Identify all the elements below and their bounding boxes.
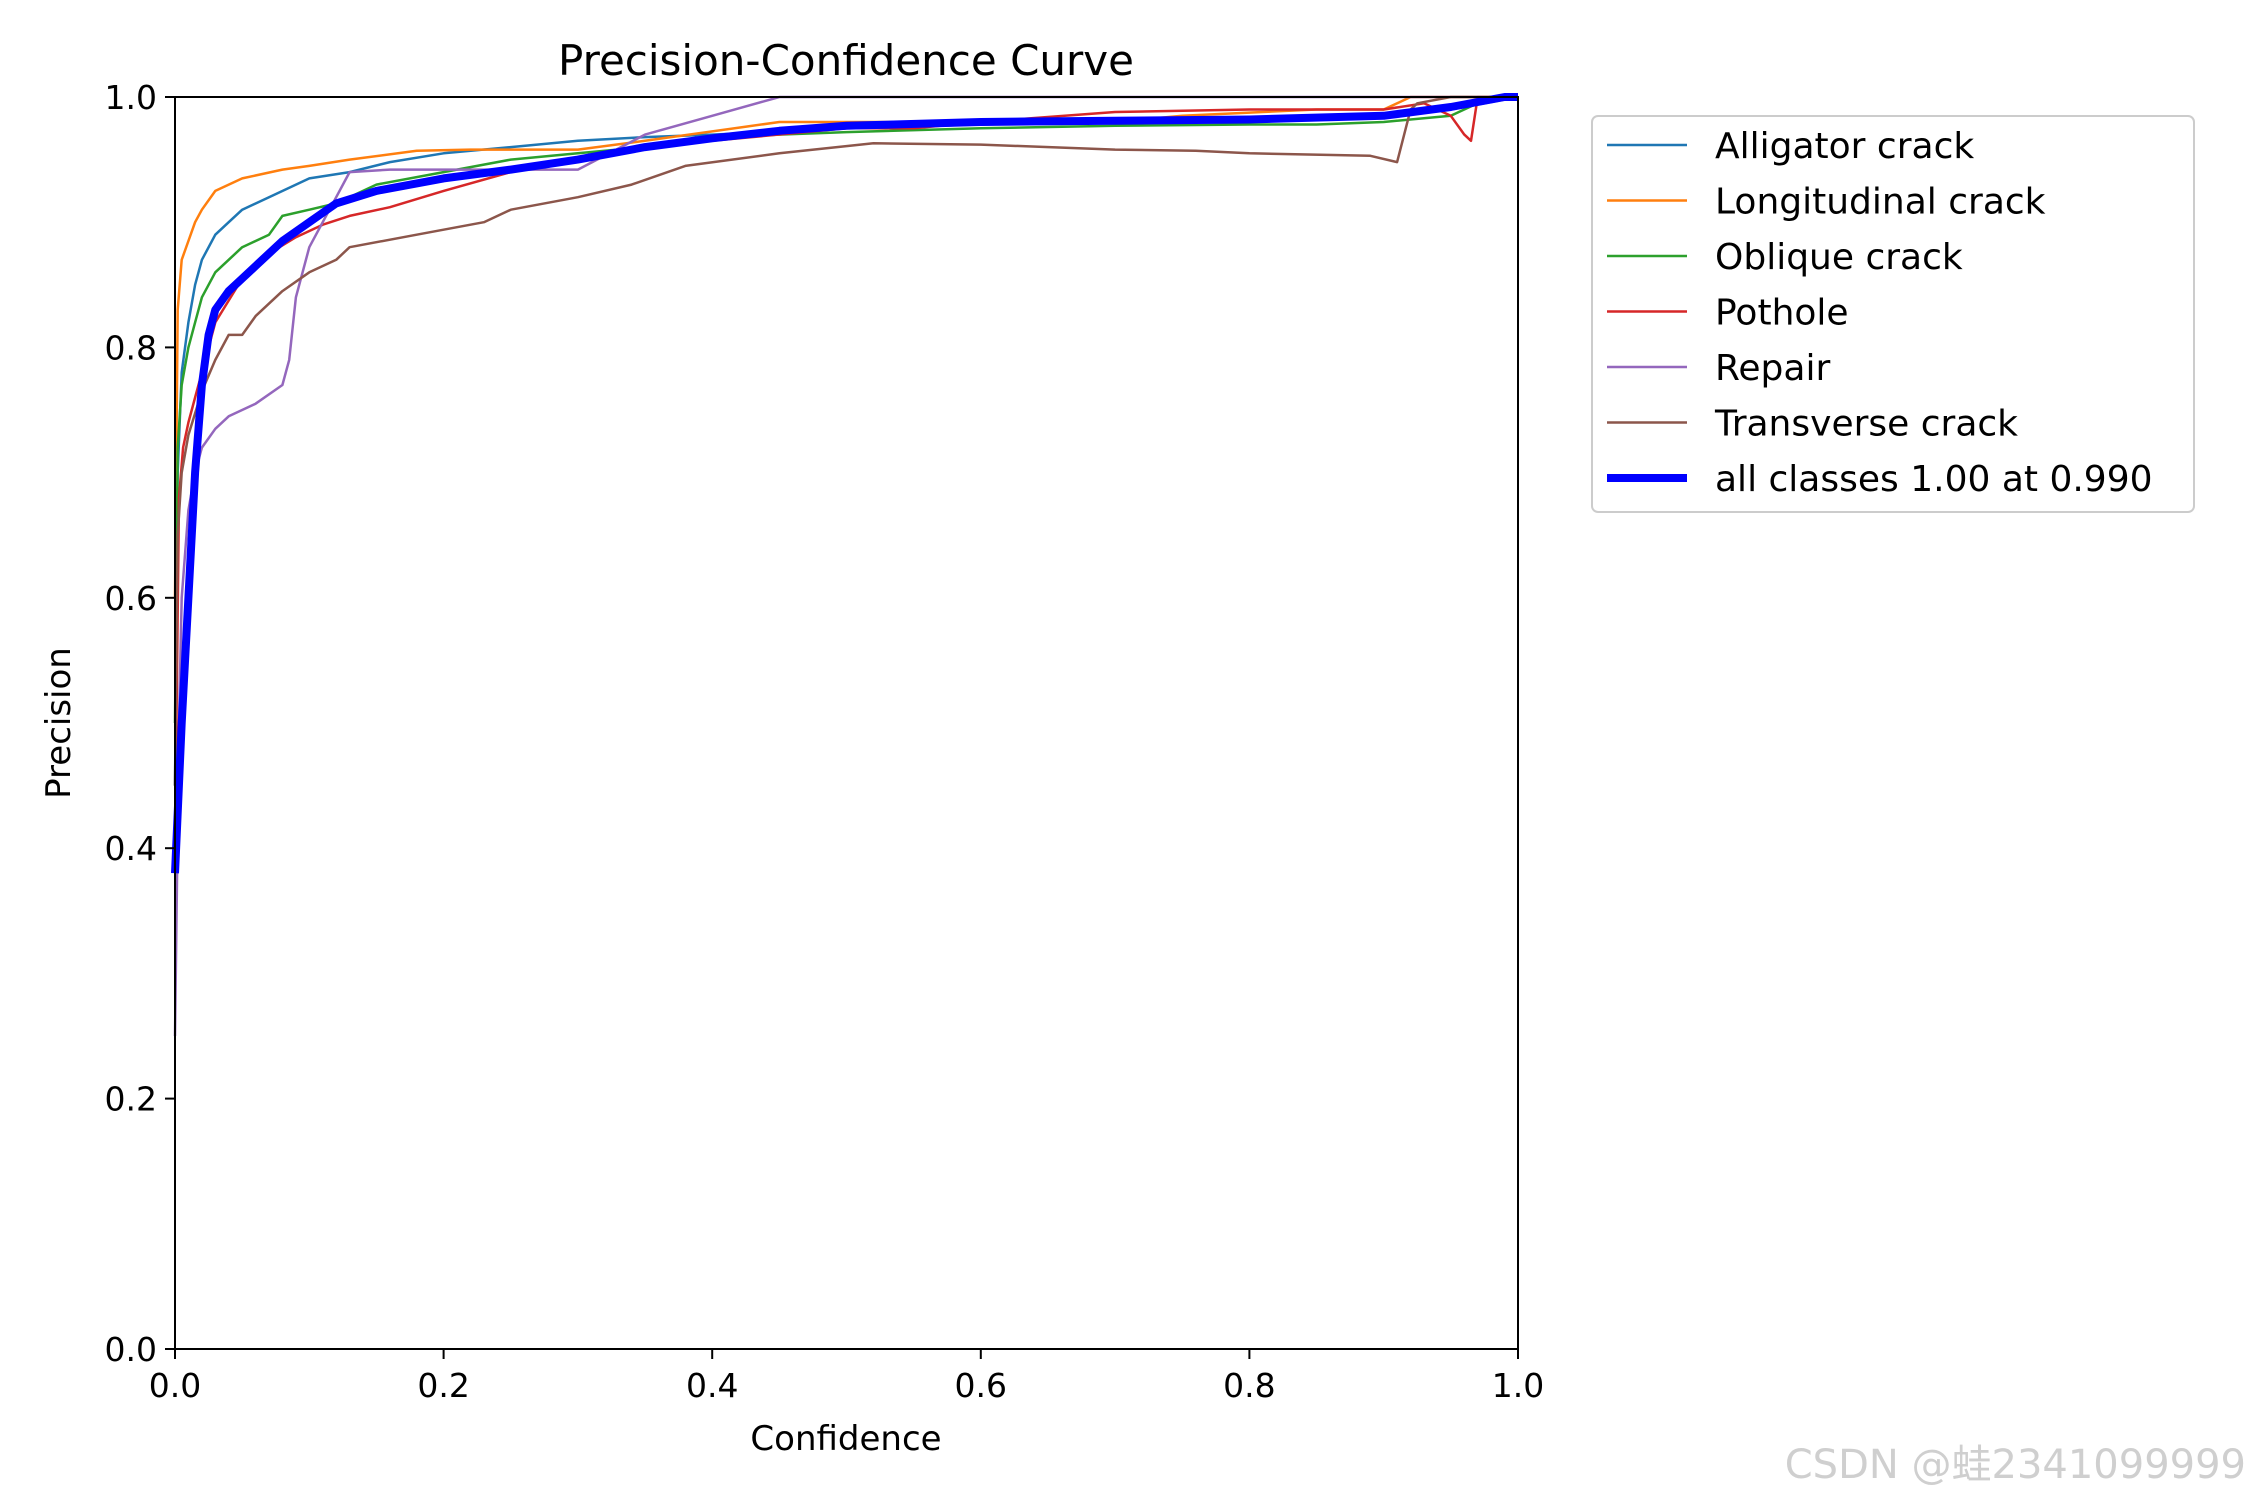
x-tick-label: 0.2	[417, 1366, 469, 1405]
x-axis-ticks: 0.0 0.2 0.4 0.6 0.8 1.0	[149, 1349, 1544, 1405]
legend-label: all classes 1.00 at 0.990	[1715, 459, 2153, 500]
chart-title: Precision-Confidence Curve	[558, 36, 1134, 85]
legend-label: Repair	[1715, 348, 1830, 389]
x-tick-label: 0.4	[686, 1366, 738, 1405]
y-tick-label: 0.4	[105, 829, 157, 868]
legend-label: Pothole	[1715, 293, 1849, 334]
series-line-2	[173, 95, 1519, 724]
plot-frame	[174, 96, 1519, 1350]
legend-label: Transverse crack	[1714, 404, 2018, 445]
y-tick-label: 0.6	[105, 579, 157, 618]
legend-box	[1591, 115, 2195, 513]
y-tick-label: 1.0	[105, 78, 157, 117]
y-axis-ticks: 0.0 0.2 0.4 0.6 0.8 1.0	[105, 78, 175, 1369]
legend: Alligator crack Longitudinal crack Oblique…	[1591, 115, 2195, 513]
x-tick-label: 0.0	[149, 1366, 201, 1405]
x-tick-label: 0.6	[955, 1366, 1007, 1405]
series-line-6	[171, 93, 1518, 874]
y-tick-label: 0.2	[105, 1080, 157, 1119]
x-axis-label: Confidence	[750, 1419, 941, 1459]
legend-label: Alligator crack	[1715, 126, 1974, 167]
x-tick-label: 1.0	[1492, 1366, 1544, 1405]
watermark: CSDN @蛙2341099999	[1785, 1442, 2246, 1488]
y-axis-label: Precision	[39, 647, 79, 799]
y-tick-label: 0.8	[105, 328, 157, 367]
x-tick-label: 0.8	[1223, 1366, 1275, 1405]
y-tick-label: 0.0	[105, 1330, 157, 1369]
legend-label: Oblique crack	[1715, 237, 1963, 278]
plot-lines	[171, 93, 1519, 1037]
series-line-5	[173, 95, 1518, 786]
legend-label: Longitudinal crack	[1715, 182, 2046, 223]
